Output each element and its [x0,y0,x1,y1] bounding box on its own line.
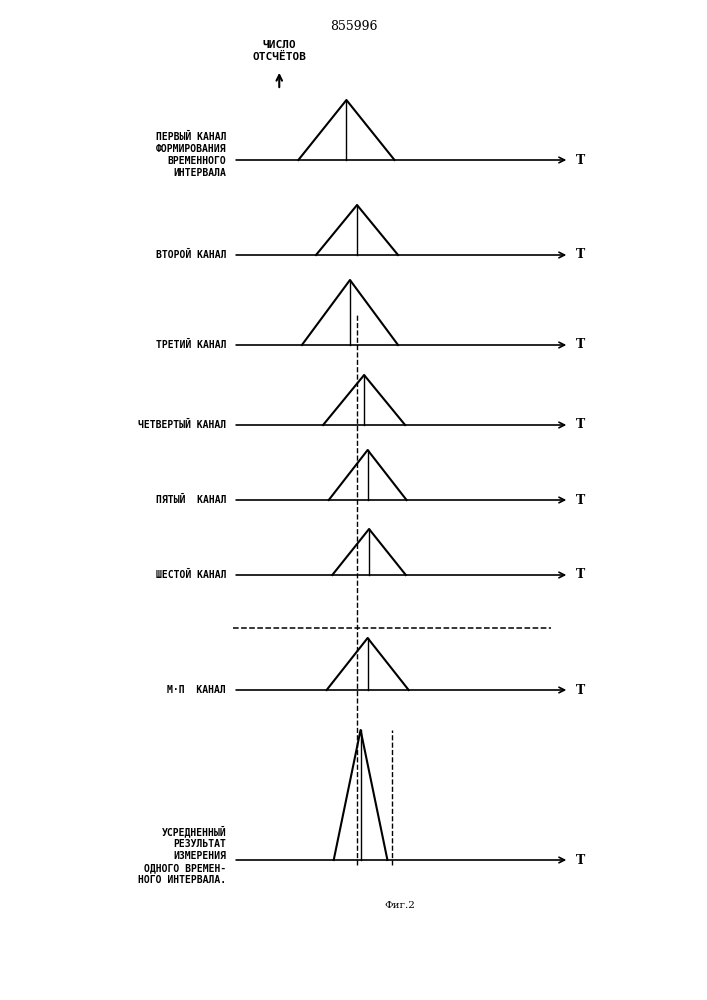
Text: УСРЕДНЕННЫЙ
РЕЗУЛЬТАТ
ИЗМЕРЕНИЯ
ОДНОГО ВРЕМЕН-
НОГО ИНТЕРВАЛА.: УСРЕДНЕННЫЙ РЕЗУЛЬТАТ ИЗМЕРЕНИЯ ОДНОГО В… [138,825,226,885]
Text: ПЯТЫЙ  КАНАЛ: ПЯТЫЙ КАНАЛ [156,495,226,505]
Text: T: T [576,153,585,166]
Text: T: T [576,684,585,696]
Text: ЧИСЛО
ОТСЧЁТОВ: ЧИСЛО ОТСЧЁТОВ [252,40,306,62]
Text: T: T [576,493,585,506]
Text: M·П  КАНАЛ: M·П КАНАЛ [168,685,226,695]
Text: T: T [576,854,585,866]
Text: ПЕРВЫЙ КАНАЛ
ФОРМИРОВАНИЯ
ВРЕМЕННОГО
ИНТЕРВАЛА: ПЕРВЫЙ КАНАЛ ФОРМИРОВАНИЯ ВРЕМЕННОГО ИНТ… [156,132,226,178]
Text: ТРЕТИЙ КАНАЛ: ТРЕТИЙ КАНАЛ [156,340,226,350]
Text: ЧЕТВЕРТЫЙ КАНАЛ: ЧЕТВЕРТЫЙ КАНАЛ [138,420,226,430]
Text: T: T [576,418,585,432]
Text: Фиг.2: Фиг.2 [384,901,415,910]
Text: ШЕСТОЙ КАНАЛ: ШЕСТОЙ КАНАЛ [156,570,226,580]
Text: ВТОРОЙ КАНАЛ: ВТОРОЙ КАНАЛ [156,250,226,260]
Text: T: T [576,248,585,261]
Text: T: T [576,568,585,582]
Text: 855996: 855996 [329,20,378,33]
Text: T: T [576,338,585,352]
